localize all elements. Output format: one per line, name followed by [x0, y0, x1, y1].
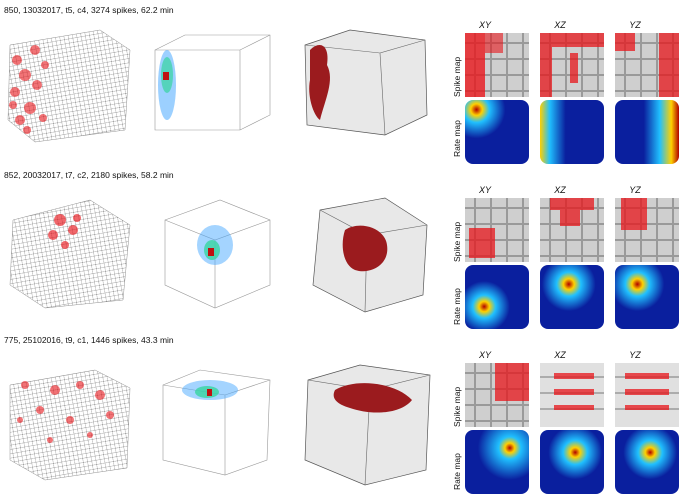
col-label-yz: YZ	[629, 20, 641, 30]
field-solid-3d-plot	[304, 29, 428, 136]
field-solid-3d-panel	[300, 360, 435, 490]
row-3: 775, 25102016, t9, c1, 1446 spikes, 43.3…	[0, 330, 691, 499]
col-label-xz: XZ	[554, 350, 566, 360]
rate-volume-3d-panel	[160, 190, 275, 310]
rate-map-label: Rate map	[452, 288, 462, 325]
trajectory-3d-panel	[5, 20, 135, 145]
trajectory-3d-panel	[5, 360, 135, 485]
rate-map-label: Rate map	[452, 120, 462, 157]
spike-map-yz	[615, 198, 679, 262]
rate-map-xy	[465, 265, 529, 329]
rate-map-xz	[540, 265, 604, 329]
spike-map-xy	[465, 33, 529, 97]
spike-map-label: Spike map	[452, 386, 462, 427]
row-1: 850, 13032017, t5, c4, 3274 spikes, 62.2…	[0, 0, 691, 165]
rate-map-xy	[465, 430, 529, 494]
rate-map-yz	[615, 265, 679, 329]
spike-map-label: Spike map	[452, 56, 462, 97]
rate-map-xz	[540, 100, 604, 164]
col-label-xy: XY	[478, 350, 491, 360]
rate-map-label: Rate map	[452, 453, 462, 490]
rate-map-xy	[465, 100, 529, 164]
row-title: 850, 13032017, t5, c4, 3274 spikes, 62.2…	[4, 5, 174, 15]
row-title: 775, 25102016, t9, c1, 1446 spikes, 43.3…	[4, 335, 174, 345]
row-2: 852, 20032017, t7, c2, 2180 spikes, 58.2…	[0, 165, 691, 330]
col-label-yz: YZ	[629, 350, 641, 360]
field-solid-3d-panel	[295, 25, 435, 140]
col-label-xz: XZ	[554, 185, 566, 195]
spike-map-xz	[540, 33, 604, 97]
rate-volume-3d-panel	[145, 30, 275, 135]
spike-map-yz	[615, 33, 679, 97]
spike-map-xy	[465, 198, 529, 262]
spike-map-label: Spike map	[452, 221, 462, 262]
col-label-xy: XY	[478, 20, 491, 30]
field-solid-3d-panel	[305, 190, 435, 315]
spike-map-yz	[615, 363, 679, 427]
rate-map-yz	[615, 100, 679, 164]
row-title: 852, 20032017, t7, c2, 2180 spikes, 58.2…	[4, 170, 174, 180]
spike-map-xz	[540, 363, 604, 427]
spike-map-xz	[540, 198, 604, 262]
col-label-yz: YZ	[629, 185, 641, 195]
rate-volume-3d-panel	[155, 365, 275, 480]
trajectory-3d-plot	[7, 29, 131, 143]
trajectory-3d-panel	[5, 190, 135, 310]
col-label-xy: XY	[478, 185, 491, 195]
spike-map-xy	[465, 363, 529, 427]
col-label-xz: XZ	[554, 20, 566, 30]
rate-map-xz	[540, 430, 604, 494]
rate-map-yz	[615, 430, 679, 494]
rate-volume-3d-plot	[154, 34, 271, 131]
